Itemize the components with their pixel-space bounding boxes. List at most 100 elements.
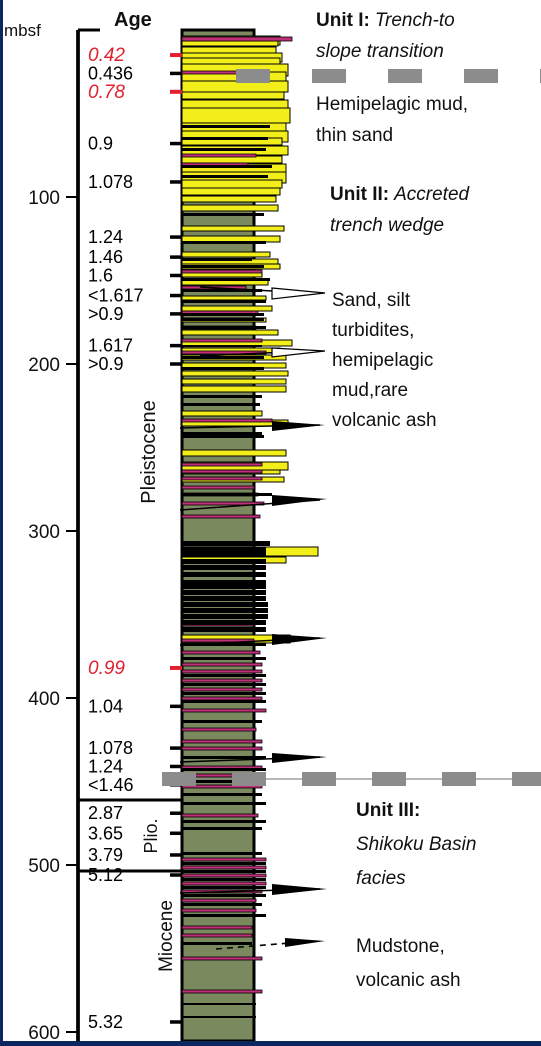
dark-bed xyxy=(182,395,262,398)
dark-bed xyxy=(182,590,266,595)
dark-bed xyxy=(182,300,266,303)
age-label: 2.87 xyxy=(88,803,123,823)
dark-bed xyxy=(182,356,264,359)
arrow-head-2 xyxy=(271,347,326,358)
dark-bed xyxy=(182,580,266,584)
ash-bed xyxy=(181,857,267,862)
age-label: 1.078 xyxy=(88,738,133,758)
sand-bed xyxy=(181,385,287,393)
dark-bed xyxy=(182,345,262,347)
dark-bed xyxy=(182,903,262,906)
sand-bed xyxy=(181,370,289,377)
unit-i-title: Unit I: Trench-to slope transition xyxy=(316,10,460,62)
dark-bed xyxy=(182,886,266,889)
sand-bed xyxy=(181,179,283,189)
dark-bed xyxy=(182,541,270,546)
age-column-header: Age xyxy=(114,9,152,31)
dark-bed xyxy=(182,565,266,570)
dark-bed xyxy=(182,403,260,406)
depth-tick-label: 100 xyxy=(28,188,60,209)
ash-bed xyxy=(181,865,267,870)
dark-bed xyxy=(182,241,266,244)
ash-bed xyxy=(181,989,263,994)
age-label: 1.617 xyxy=(88,336,133,356)
dark-bed xyxy=(182,700,266,703)
dark-bed xyxy=(182,432,262,435)
ash-bed xyxy=(181,708,267,713)
ash-bed xyxy=(181,678,263,683)
dark-bed xyxy=(182,620,266,625)
dark-bed xyxy=(182,862,266,865)
dark-bed xyxy=(182,793,262,796)
sand-bed xyxy=(181,91,285,100)
dark-bed xyxy=(182,552,266,557)
ash-bed xyxy=(181,687,263,692)
dark-bed xyxy=(182,894,266,897)
ash-bed xyxy=(181,514,261,519)
dark-bed xyxy=(182,768,266,771)
dark-bed xyxy=(182,367,264,370)
dark-bed xyxy=(182,584,266,589)
dark-bed xyxy=(182,435,264,438)
unit-i-lithology: Hemipelagic mud, thin sand xyxy=(316,94,468,146)
dark-bed xyxy=(182,602,268,607)
arrow-head-7 xyxy=(272,884,327,895)
sand-bed xyxy=(181,40,279,47)
age-label: <1.617 xyxy=(88,286,144,306)
dark-bed xyxy=(182,820,266,823)
dark-bed xyxy=(182,148,266,151)
epoch-pliocene-label: Plio. xyxy=(141,818,161,853)
dark-bed xyxy=(182,674,266,677)
dark-bed xyxy=(182,213,264,216)
ash-bed xyxy=(181,925,253,930)
sand-bed xyxy=(181,295,267,301)
unit-ii-title: Unit II: Accreted trench wedge xyxy=(330,184,474,236)
sand-bed xyxy=(181,80,289,93)
age-label-red: 0.99 xyxy=(88,658,125,679)
unit-iii-subtitle: Shikoku Basin facies xyxy=(356,834,476,889)
dark-bed xyxy=(182,1016,256,1018)
dark-bed xyxy=(182,289,262,292)
age-label: 1.078 xyxy=(88,172,133,192)
unit-descriptions: Unit I: Trench-to slope transition Hemipe… xyxy=(316,10,476,991)
age-labels: 0.420.4360.780.91.0781.241.461.6<1.617>0… xyxy=(88,45,182,1032)
ash-bed xyxy=(181,662,263,667)
dark-bed xyxy=(182,608,268,613)
dark-bed xyxy=(182,878,266,881)
dark-bed xyxy=(182,914,266,917)
dark-bed xyxy=(182,827,262,830)
ash-bed xyxy=(181,338,263,343)
age-label: 1.24 xyxy=(88,227,123,247)
dark-bed xyxy=(182,870,266,873)
dark-bed xyxy=(182,278,270,281)
arrow-head-dashed xyxy=(285,938,325,947)
age-label-red: 0.78 xyxy=(88,82,125,103)
dark-bed xyxy=(182,720,262,723)
ash-bed xyxy=(181,881,267,886)
sand-bed xyxy=(181,449,287,457)
arrow-head-3 xyxy=(272,421,325,431)
depth-tick-label: 300 xyxy=(28,522,60,543)
ash-bed xyxy=(181,462,263,467)
age-label: <1.46 xyxy=(88,775,134,795)
ash-bed xyxy=(181,418,273,423)
dark-bed xyxy=(182,313,264,316)
ash-bed xyxy=(181,469,263,474)
dark-bed xyxy=(182,493,272,496)
age-label: >0.9 xyxy=(88,304,124,324)
ash-bed xyxy=(181,696,263,701)
depth-tick-label: 500 xyxy=(28,856,60,877)
age-label: 1.6 xyxy=(88,265,113,285)
sand-bed xyxy=(181,204,279,212)
ash-bed xyxy=(181,873,267,878)
sand-bed xyxy=(181,57,281,65)
ash-bed xyxy=(181,638,255,643)
ash-bed xyxy=(181,908,257,913)
age-label-red: 0.42 xyxy=(88,45,125,66)
age-label: 1.24 xyxy=(88,756,123,776)
dark-bed xyxy=(182,802,266,805)
age-label: 3.65 xyxy=(88,823,123,843)
dark-bed xyxy=(182,265,264,268)
ash-bed xyxy=(181,813,259,818)
